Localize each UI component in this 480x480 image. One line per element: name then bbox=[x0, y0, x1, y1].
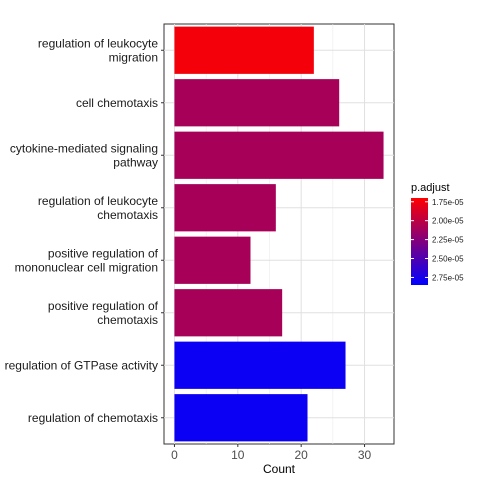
x-axis: 0 10 20 30 bbox=[171, 444, 372, 462]
category-label-7-0: regulation of chemotaxis bbox=[28, 411, 158, 425]
category-label-4-1: mononuclear cell migration bbox=[15, 260, 158, 274]
legend-tick-label-4: 2.75e-05 bbox=[432, 273, 464, 282]
category-label-5-1: chemotaxis bbox=[97, 313, 158, 327]
legend-tick-label-0: 1.75e-05 bbox=[432, 198, 464, 207]
bar-5 bbox=[174, 289, 283, 337]
x-tick-label-1: 10 bbox=[231, 448, 245, 462]
legend-tick-label-1: 2.00e-05 bbox=[432, 217, 464, 226]
category-label-3-1: chemotaxis bbox=[97, 208, 158, 222]
x-tick-label-2: 20 bbox=[294, 448, 308, 462]
category-label-0-1: migration bbox=[109, 50, 158, 64]
x-tick-label-3: 30 bbox=[358, 448, 372, 462]
category-label-0-0: regulation of leukocyte bbox=[38, 36, 158, 50]
legend-title: p.adjust bbox=[411, 182, 450, 194]
x-tick-label-0: 0 bbox=[171, 448, 178, 462]
bar-3 bbox=[174, 184, 276, 232]
category-label-2-0: cytokine-mediated signaling bbox=[10, 141, 158, 155]
category-label-3-0: regulation of leukocyte bbox=[38, 194, 158, 208]
legend-colorbar bbox=[411, 198, 428, 285]
category-label-6-0: regulation of GTPase activity bbox=[5, 358, 158, 372]
category-label-1-0: cell chemotaxis bbox=[76, 96, 158, 110]
legend-ticks: 1.75e-05 2.00e-05 2.25e-05 2.50e-05 2.75e-05 bbox=[411, 198, 464, 282]
category-label-4-0: positive regulation of bbox=[48, 246, 159, 260]
legend-tick-label-2: 2.25e-05 bbox=[432, 236, 464, 245]
bar-1 bbox=[174, 79, 340, 127]
bars bbox=[174, 26, 384, 442]
category-label-2-1: pathway bbox=[113, 155, 158, 169]
bar-7 bbox=[174, 394, 308, 442]
bar-2 bbox=[174, 131, 384, 179]
legend-tick-label-3: 2.50e-05 bbox=[432, 255, 464, 264]
bar-4 bbox=[174, 236, 251, 284]
bar-0 bbox=[174, 26, 314, 74]
legend: p.adjust 1.75e-05 2.00e-05 2.25e-05 2.50e-0… bbox=[411, 182, 464, 285]
bar-6 bbox=[174, 341, 346, 389]
category-label-5-0: positive regulation of bbox=[48, 299, 159, 313]
x-axis-title: Count bbox=[263, 462, 296, 476]
